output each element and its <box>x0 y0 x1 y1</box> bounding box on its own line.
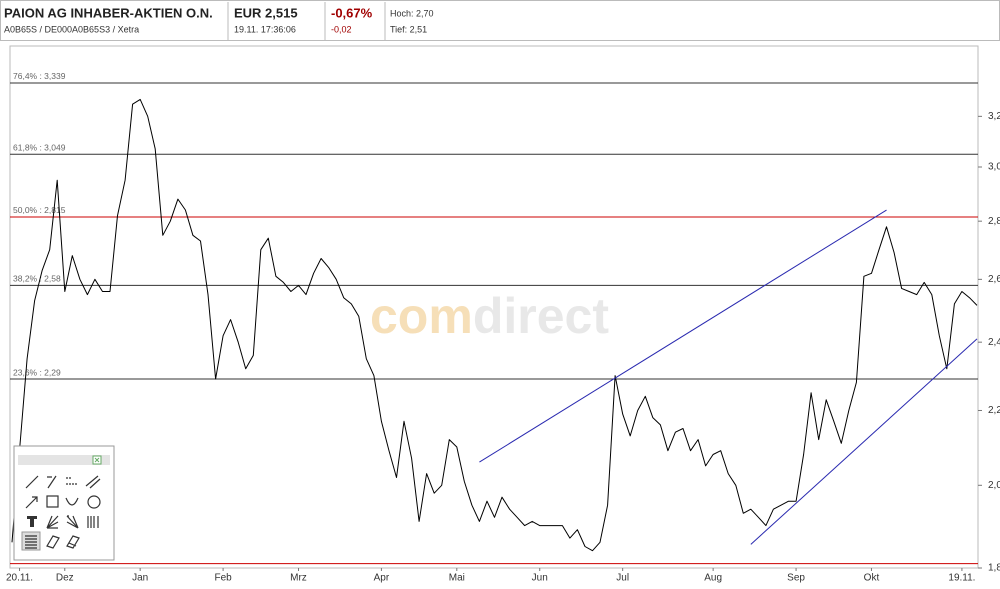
y-tick-label: 1,8 <box>988 563 1000 574</box>
x-tick-label: Jun <box>532 573 548 584</box>
price-line <box>11 98 978 552</box>
tool-fib-fan[interactable] <box>66 515 79 529</box>
x-tick-label: Feb <box>214 573 232 584</box>
high: Hoch: 2,70 <box>390 8 434 18</box>
x-tick-label: Jul <box>616 573 629 584</box>
trend-line <box>750 338 978 545</box>
watermark-b: direct <box>473 288 610 344</box>
time: 19.11. 17:36:06 <box>234 24 296 34</box>
tool-parallel[interactable] <box>85 475 101 489</box>
tool-clear[interactable] <box>66 535 80 549</box>
watermark: comdirect <box>370 288 609 344</box>
y-tick-label: 3,2 <box>988 111 1000 122</box>
tool-line[interactable] <box>25 475 39 489</box>
tool-text[interactable] <box>27 516 37 527</box>
header-box <box>0 0 1000 41</box>
change-abs: -0,02 <box>331 24 352 34</box>
tool-rect[interactable] <box>46 495 59 508</box>
tool-arrow[interactable] <box>25 496 38 509</box>
y-tick-label: 2,0 <box>988 480 1000 491</box>
x-tick-label: 19.11. <box>948 573 975 584</box>
tool-fib-grid <box>25 535 37 549</box>
x-tick-label: Apr <box>374 573 390 584</box>
x-tick-label: Okt <box>864 573 880 584</box>
tool-eraser[interactable] <box>46 535 60 549</box>
y-tick-label: 2,6 <box>988 274 1000 285</box>
x-tick-label: Dez <box>56 573 74 584</box>
change-pct: -0,67% <box>331 5 373 20</box>
fib-level-label: 76,4% : 3,339 <box>13 71 66 81</box>
y-tick-label: 2,4 <box>988 337 1000 348</box>
stock-ids: A0B65S / DE000A0B65S3 / Xetra <box>4 24 139 34</box>
x-tick-label: Aug <box>704 573 722 584</box>
x-tick-label: 20.11. <box>6 573 33 584</box>
fib-level-label: 61,8% : 3,049 <box>13 143 66 153</box>
low: Tief: 2,51 <box>390 24 427 34</box>
x-tick-label: Jan <box>132 573 148 584</box>
y-tick-label: 2,8 <box>988 216 1000 227</box>
tool-fan[interactable] <box>46 515 59 529</box>
close-icon <box>94 457 100 463</box>
watermark-a: com <box>370 288 473 344</box>
fib-level-label: 23,6% : 2,29 <box>13 367 61 377</box>
x-tick-label: Mai <box>449 573 465 584</box>
y-tick-label: 2,2 <box>988 405 1000 416</box>
tool-fib-active[interactable] <box>21 531 41 551</box>
toolbar-header <box>18 455 110 465</box>
tool-hline[interactable] <box>66 477 78 485</box>
trend-line <box>479 209 887 463</box>
tool-circle[interactable] <box>87 495 101 509</box>
fib-level-label: 38,2% : 2,58 <box>13 274 61 284</box>
plot-layer: 1,8 2,0 2,2 2,4 2,6 2,8 3,0 3,2 76,4% : 3,339 61,… <box>6 71 1000 583</box>
drawing-toolbar <box>13 445 115 561</box>
tool-pen[interactable] <box>47 475 57 489</box>
y-tick-label: 3,0 <box>988 162 1000 173</box>
stock-title: PAION AG INHABER-AKTIEN O.N. <box>4 5 213 20</box>
x-tick-label: Sep <box>787 573 805 584</box>
tool-arc[interactable] <box>65 497 79 506</box>
x-tick-label: Mrz <box>290 573 307 584</box>
fib-level-label: 50,0% : 2,815 <box>13 205 66 215</box>
tool-fib-time[interactable] <box>87 516 99 528</box>
plot-frame <box>9 45 979 569</box>
price: EUR 2,515 <box>234 5 298 20</box>
